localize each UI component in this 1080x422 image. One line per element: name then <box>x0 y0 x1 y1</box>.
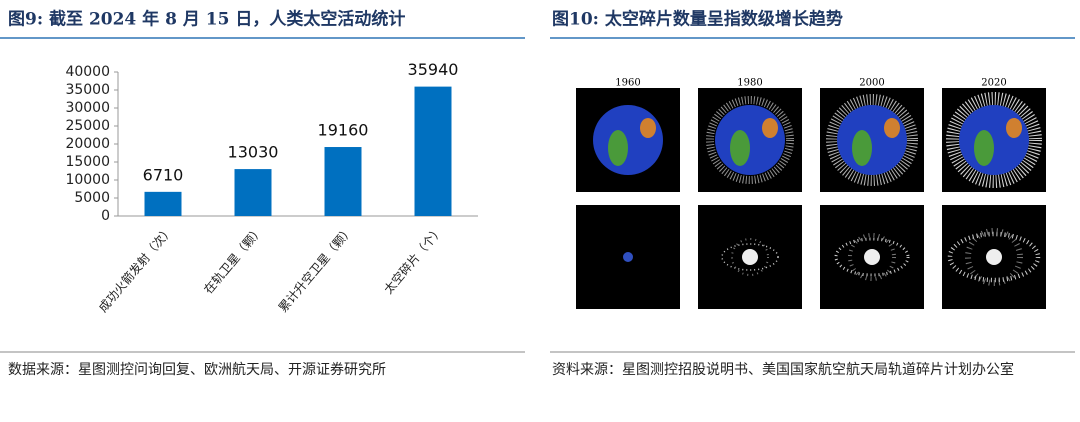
y-tick-label: 25000 <box>65 118 110 134</box>
year-label: 1980 <box>737 78 762 89</box>
debris-images: 1960 1980 2000 2020 <box>576 78 1046 309</box>
bar <box>324 147 362 216</box>
land <box>640 118 656 138</box>
figure-title: 图9: 截至 2024 年 8 月 15 日，人类太空活动统计 <box>8 9 405 30</box>
x-tick-label: 太空碎片（个） <box>380 223 445 297</box>
debris-orbit <box>834 237 910 277</box>
data-label: 35940 <box>408 60 459 79</box>
debris-ring <box>946 92 1042 188</box>
land <box>852 130 872 166</box>
globe <box>715 105 785 175</box>
debris-cloud <box>731 238 769 276</box>
y-tick-label: 30000 <box>65 100 110 116</box>
data-label: 13030 <box>228 143 279 162</box>
source-note: 资料来源：星图测控招股说明书、美国国家航空航天局轨道碎片计划办公室 <box>552 362 1014 378</box>
earth <box>742 249 758 265</box>
data-label: 6710 <box>143 165 184 184</box>
debris-cloud <box>848 233 896 281</box>
source-note: 数据来源：星图测控问询回复、欧洲航天局、开源证券研究所 <box>8 362 386 378</box>
globe <box>959 105 1029 175</box>
debris-orbit <box>947 231 1041 283</box>
figure-title: 图10: 太空碎片数量呈指数级增长趋势 <box>552 9 843 30</box>
year-label: 2020 <box>981 78 1006 89</box>
globe <box>837 105 907 175</box>
x-tick-label: 在轨卫星（颗） <box>201 223 266 296</box>
year-label: 2000 <box>859 78 884 89</box>
land <box>884 118 900 138</box>
debris-ring <box>706 96 794 184</box>
y-tick-label: 10000 <box>65 172 110 188</box>
land <box>608 130 628 166</box>
bar <box>414 86 452 216</box>
debris-cloud <box>965 228 1023 286</box>
y-tick-label: 20000 <box>65 136 110 152</box>
earth <box>623 252 633 262</box>
bar <box>144 191 182 216</box>
y-tick-label: 35000 <box>65 82 110 98</box>
bar <box>234 169 272 216</box>
land <box>730 130 750 166</box>
earth <box>986 249 1002 265</box>
debris-ring <box>826 94 918 186</box>
x-tick-label: 累计升空卫星（颗） <box>276 223 356 315</box>
debris-orbit <box>721 243 779 271</box>
y-tick-label: 40000 <box>65 64 110 80</box>
year-label: 1960 <box>615 78 640 89</box>
land <box>1006 118 1022 138</box>
x-tick-label: 成功火箭发射（次） <box>95 223 176 315</box>
land <box>974 130 994 166</box>
earth <box>864 249 880 265</box>
y-tick-label: 5000 <box>74 190 110 206</box>
y-tick-label: 0 <box>101 208 110 224</box>
land <box>762 118 778 138</box>
data-label: 19160 <box>318 121 369 140</box>
globe <box>593 105 663 175</box>
y-tick-label: 15000 <box>65 154 110 170</box>
